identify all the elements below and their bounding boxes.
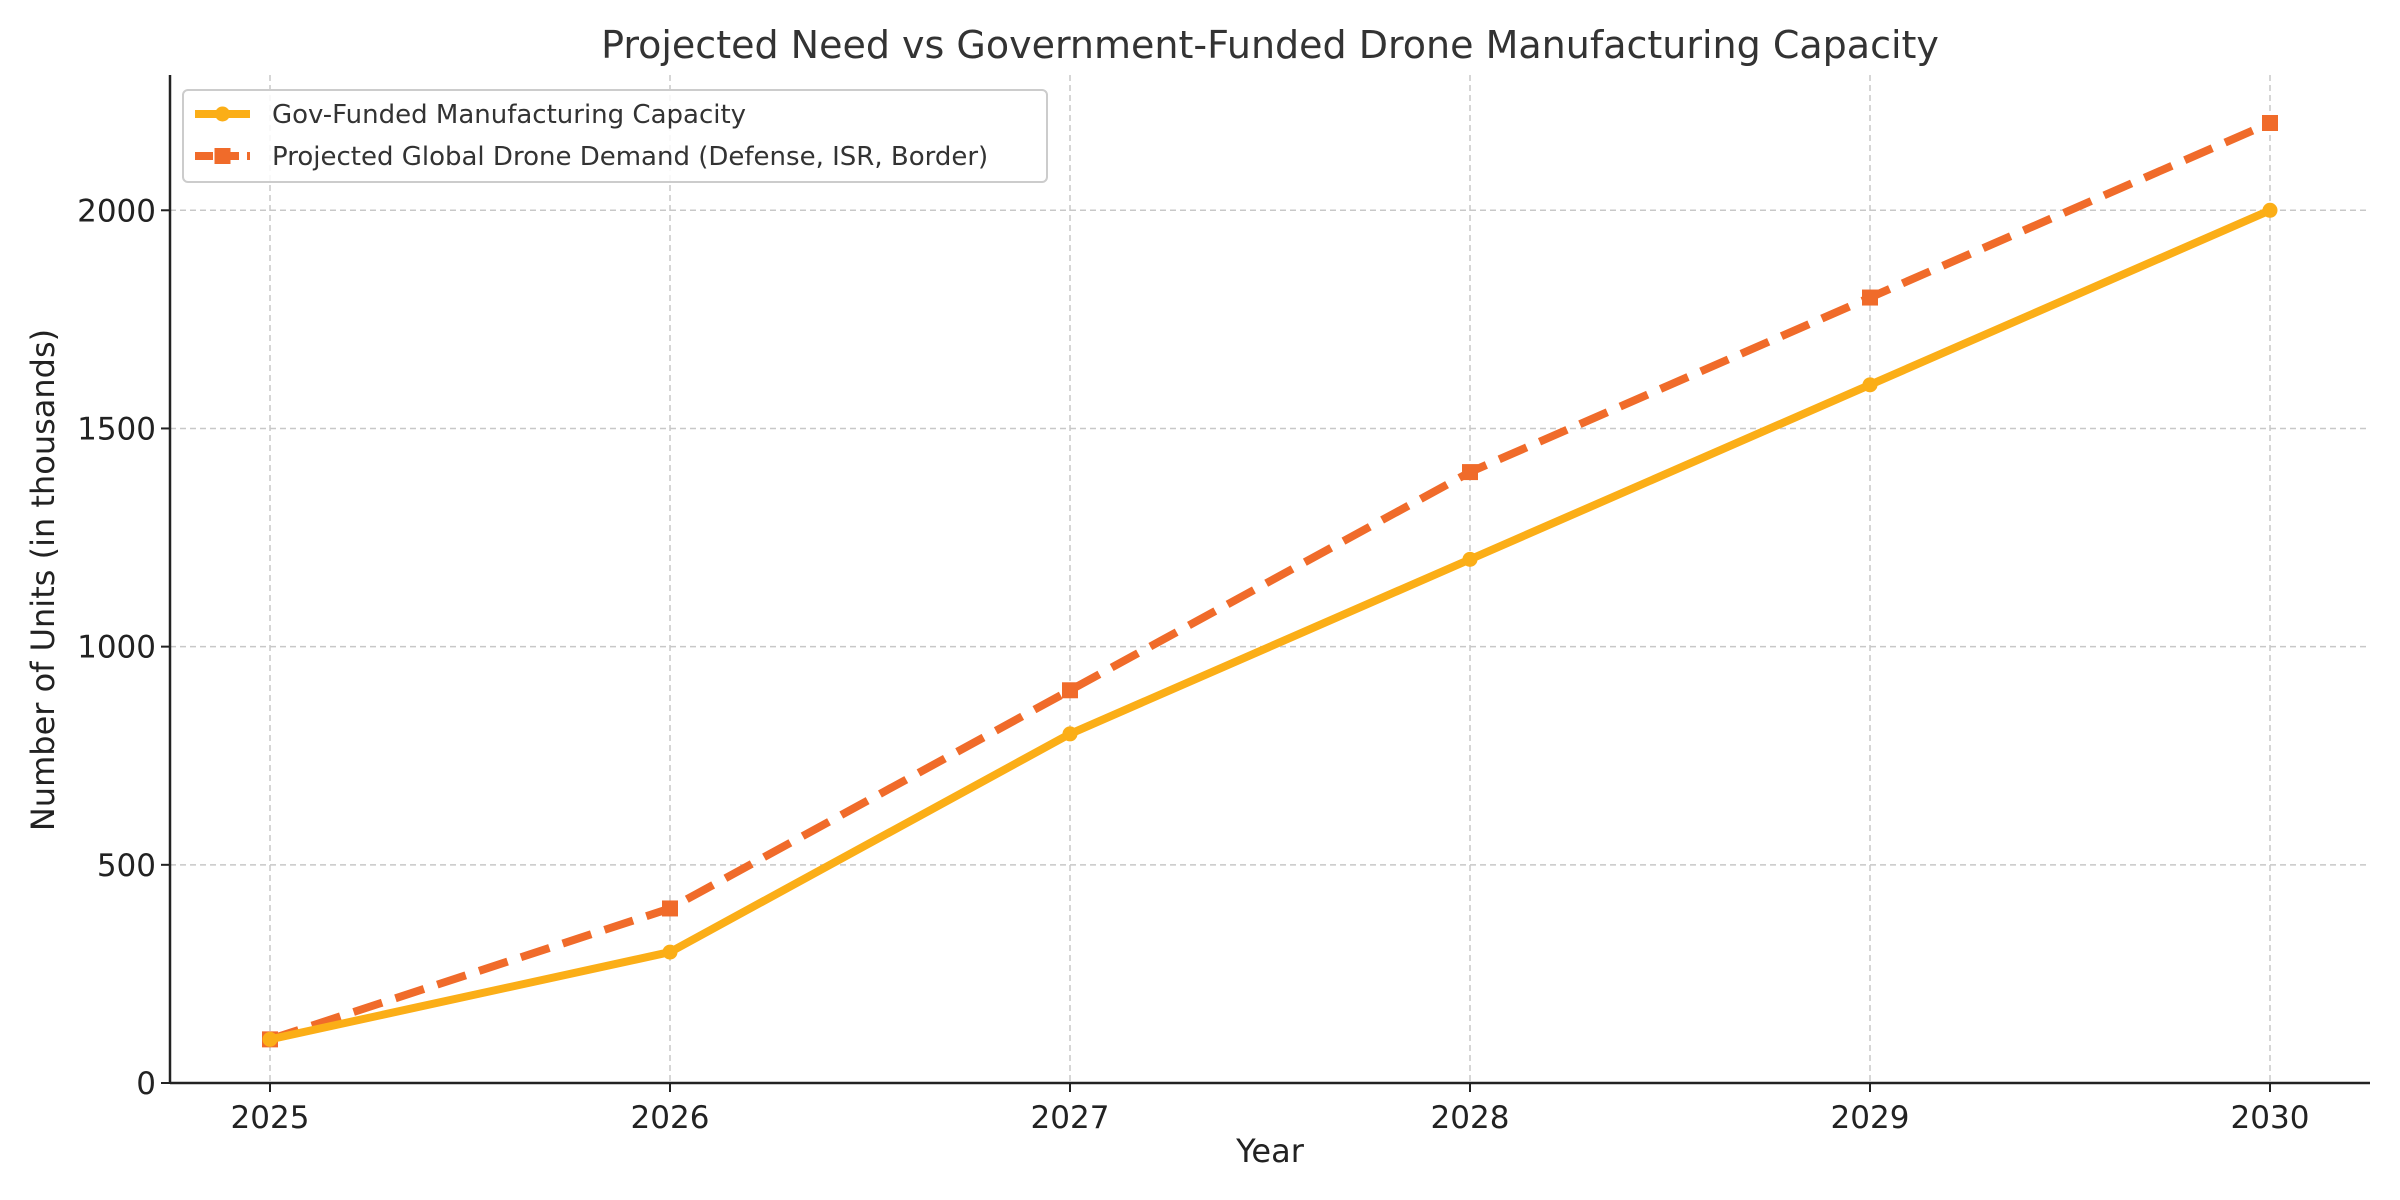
y-axis-label: Number of Units (in thousands) <box>24 329 62 831</box>
x-axis-ticks: 2025 2026 2027 2028 2029 2030 <box>231 1083 2310 1136</box>
data-point-circle <box>1862 377 1878 393</box>
legend-label-1: Gov-Funded Manufacturing Capacity <box>272 100 746 130</box>
x-axis-label: Year <box>1235 1132 1305 1170</box>
data-point-square <box>1862 289 1878 306</box>
data-point-square <box>662 900 678 917</box>
legend-box <box>182 89 1048 183</box>
series-line-2 <box>268 119 2272 1044</box>
x-tick-label: 2029 <box>1831 1100 1910 1136</box>
legend-marker-square <box>214 148 231 164</box>
x-tick-label: 2025 <box>231 1100 310 1136</box>
legend-marker-circle <box>215 106 230 122</box>
data-point-circle <box>1062 726 1078 742</box>
legend-label-2: Projected Global Drone Demand (Defense, … <box>272 142 988 172</box>
x-tick-label: 2030 <box>2231 1100 2310 1136</box>
x-tick-label: 2027 <box>1031 1100 1110 1136</box>
y-tick-label: 0 <box>136 1066 156 1102</box>
chart-title: Projected Need vs Government-Funded Dron… <box>601 23 1939 67</box>
legend-items: Gov-Funded Manufacturing Capacity Project… <box>195 100 988 172</box>
y-tick-label: 1500 <box>77 411 156 447</box>
data-point-square <box>2262 115 2278 131</box>
y-axis-ticks: 0 500 1000 1500 2000 <box>77 193 170 1102</box>
data-point-circle <box>262 1031 278 1047</box>
y-tick-label: 2000 <box>77 193 156 229</box>
legend: Gov-Funded Manufacturing Capacity Project… <box>182 89 1048 183</box>
y-tick-label: 1000 <box>77 630 156 666</box>
data-point-square <box>1062 682 1078 699</box>
y-tick-label: 500 <box>97 848 156 884</box>
series-layer <box>262 115 2278 1048</box>
series-line-1 <box>266 206 2274 1044</box>
data-point-circle <box>662 944 678 960</box>
data-point-square <box>1462 464 1478 481</box>
data-point-circle <box>1462 551 1478 567</box>
x-tick-label: 2026 <box>631 1100 710 1136</box>
x-tick-label: 2028 <box>1431 1100 1510 1136</box>
data-point-circle <box>2262 202 2278 218</box>
